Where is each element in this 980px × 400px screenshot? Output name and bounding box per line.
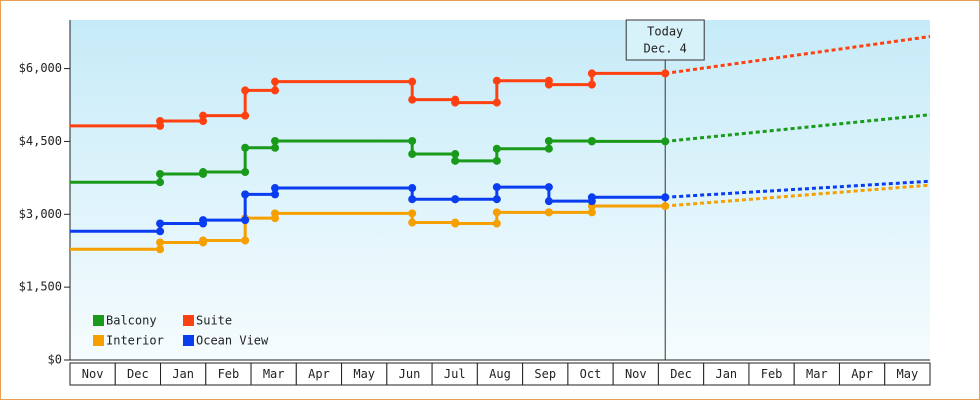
price-point [271,184,280,193]
price-point [587,137,596,146]
legend-label: Interior [106,334,164,348]
price-point [544,80,553,89]
price-point [241,236,250,245]
price-point [451,195,460,204]
legend-label: Ocean View [196,334,269,348]
price-point [451,150,460,159]
price-point [271,190,280,199]
y-tick-label: $6,000 [19,61,62,75]
price-point [156,227,165,236]
price-point [271,86,280,95]
price-point [408,218,417,227]
price-point [199,111,208,120]
price-point [241,216,250,225]
forecast-line [665,179,931,199]
x-tick-label: Feb [761,367,783,381]
legend-swatch [183,315,194,326]
price-point [492,98,501,107]
x-tick-label: Apr [308,367,330,381]
x-tick-label: May [897,367,919,381]
price-point [156,178,165,187]
price-point [408,209,417,218]
price-point [241,86,250,95]
price-point [156,117,165,126]
price-point [156,169,165,178]
price-point [408,150,417,159]
x-tick-label: Feb [218,367,240,381]
y-tick-label: $3,000 [19,207,62,221]
price-point [492,208,501,217]
price-point [451,98,460,107]
legend-label: Suite [196,314,232,328]
price-point [492,219,501,228]
x-tick-label: Mar [263,367,285,381]
x-tick-label: Aug [489,367,511,381]
x-tick-label: Mar [806,367,828,381]
legend-swatch [93,335,104,346]
legend-label: Balcony [106,314,157,328]
x-tick-label: Apr [851,367,873,381]
price-point [587,193,596,202]
x-tick-label: Nov [625,367,647,381]
x-tick-label: May [353,367,375,381]
price-point [156,219,165,228]
legend-swatch [93,315,104,326]
price-point [451,219,460,228]
forecast-line [665,183,931,208]
price-point [408,136,417,145]
price-point [408,95,417,104]
price-point [408,184,417,193]
price-point [408,195,417,204]
price-point [492,144,501,153]
price-point [492,76,501,85]
price-point [241,190,250,199]
price-point [241,168,250,177]
x-tick-label: Dec [670,367,692,381]
x-tick-label: Jul [444,367,466,381]
price-point [271,209,280,218]
x-tick-label: Jan [715,367,737,381]
price-point [156,238,165,247]
price-point [492,156,501,165]
price-point [492,183,501,192]
price-point [492,195,501,204]
price-point [156,245,165,254]
price-point [587,69,596,78]
price-point [199,168,208,177]
price-point [199,216,208,225]
price-point [587,80,596,89]
month-box [884,362,931,386]
x-tick-label: Jan [172,367,194,381]
price-point [587,208,596,217]
today-label: Today [647,25,683,39]
price-point [544,183,553,192]
price-point [271,136,280,145]
price-point [544,197,553,206]
legend-swatch [183,335,194,346]
x-tick-label: Nov [82,367,104,381]
price-point [544,208,553,217]
y-tick-label: $1,500 [19,280,62,294]
price-point [241,143,250,152]
x-tick-label: Sep [534,367,556,381]
y-tick-label: $0 [48,353,62,367]
today-date: Dec. 4 [644,42,687,56]
x-tick-label: Oct [580,367,602,381]
forecast-line [665,35,931,75]
price-point [544,144,553,153]
y-tick-label: $4,500 [19,134,62,148]
x-tick-label: Jun [399,367,421,381]
x-tick-label: Dec [127,367,149,381]
price-point [271,143,280,152]
price-point [271,77,280,86]
price-point [544,136,553,145]
price-point [241,111,250,120]
forecast-line [665,113,931,143]
price-point [451,156,460,165]
today-box [625,19,705,61]
price-point [199,236,208,245]
price-point [408,77,417,86]
